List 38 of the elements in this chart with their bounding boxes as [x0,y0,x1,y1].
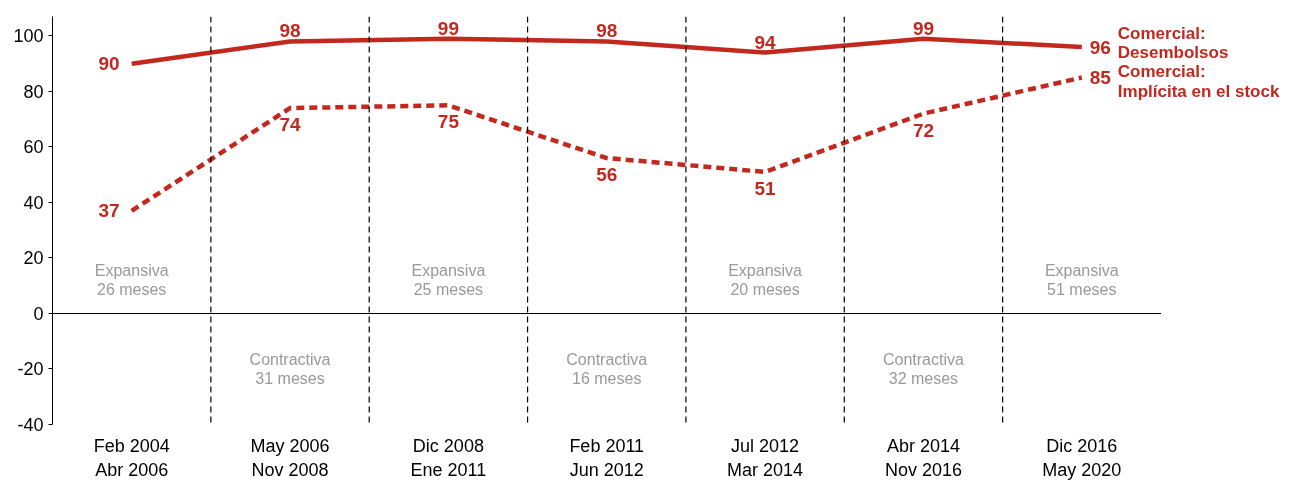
data-label: 75 [437,111,460,133]
y-tick-label: 40 [23,192,44,213]
annotation: Expansiva 51 meses [1044,261,1119,299]
y-tick-label: 100 [13,26,44,47]
y-tick-label: 60 [23,137,44,158]
y-tick-label: 20 [23,248,44,269]
text: Comercial: Implícita en el stock [1117,62,1280,102]
x-tick-label: Feb 2011 Jun 2012 [569,435,645,480]
x-tick-label: Feb 2004 Abr 2006 [93,435,170,480]
y-tick-label: 80 [23,81,44,102]
data-label: 56 [596,164,618,186]
annotation: Contractiva 16 meses [566,350,648,388]
x-tick-label: May 2006 Nov 2008 [250,435,330,480]
annotation: Contractiva 32 meses [882,350,965,388]
annotation: Contractiva 31 meses [249,350,331,388]
y-tick-label: -40 [17,415,44,435]
annotation: Expansiva 25 meses [411,261,486,299]
x-tick-label: Dic 2008 Ene 2011 [410,435,487,480]
data-label: 99 [437,17,459,39]
data-label: 37 [98,200,120,222]
data-label: 74 [279,114,302,136]
x-tick-label: Jul 2012 Mar 2014 [727,435,804,480]
text: Comercial: Desembolsos [1117,23,1229,63]
y-tick-label: -20 [17,359,44,380]
data-label: 98 [596,20,618,42]
data-label: 96 [1089,36,1111,58]
x-tick-label: Abr 2014 Nov 2016 [884,435,962,480]
data-label: 51 [754,177,777,199]
data-label: 98 [279,20,301,42]
data-label: 90 [98,53,120,75]
annotation: Expansiva 26 meses [94,261,169,299]
data-label: 99 [912,17,935,39]
y-tick-label: 0 [33,303,44,324]
data-label: 94 [754,31,777,53]
data-label: 72 [912,119,935,141]
data-label: 85 [1089,67,1112,89]
annotation: Expansiva 20 meses [728,261,803,299]
x-tick-label: Dic 2016 May 2020 [1042,435,1122,480]
